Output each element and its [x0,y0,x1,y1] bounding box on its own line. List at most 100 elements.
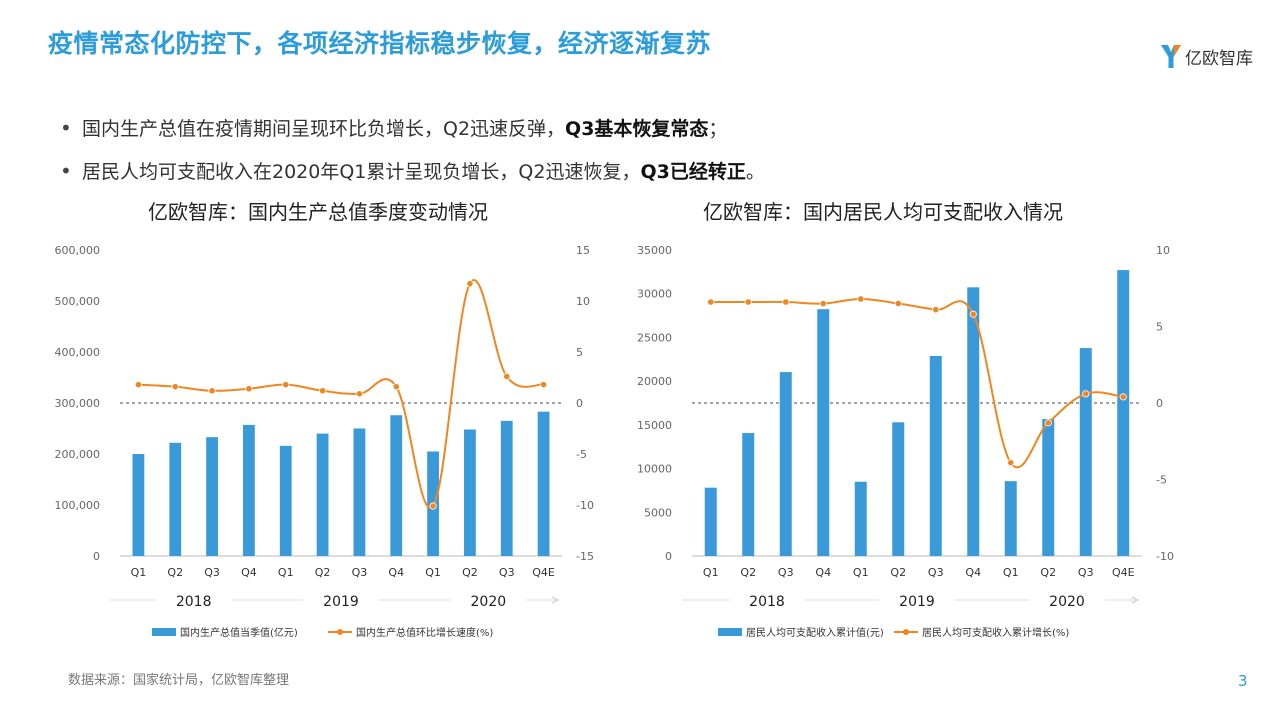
year-label: 2018 [749,594,785,610]
bar [132,454,145,556]
line-point [969,310,977,318]
x-tick-label: Q1 [1003,566,1019,579]
y-left-tick-label: 30000 [637,288,672,301]
line-point [282,381,290,389]
x-tick-label: Q3 [778,566,794,579]
y-right-tick-label: -15 [576,550,594,563]
line-point [707,298,715,306]
line-point [782,298,790,306]
y-right-tick-label: 0 [1156,397,1163,410]
bar [390,415,403,556]
year-label-box [303,586,379,614]
x-tick-label: Q2 [740,566,756,579]
bar [464,429,476,556]
line-point [392,383,400,391]
x-tick-label: Q2 [167,566,183,579]
series-line [710,297,1124,469]
line-point [171,383,179,391]
bar [704,487,717,556]
y-left-tick-label: 5000 [644,506,672,519]
y-left-tick-label: 300,000 [55,397,101,410]
line-point [539,381,548,389]
line-point [503,372,511,381]
bullet-list: • 国内生产总值在疫情期间呈现环比负增长，Q2迅速反弹， Q3基本恢复常态； • … [60,106,765,192]
bar [854,481,867,556]
year-label: 2020 [1049,594,1085,610]
bar [779,372,792,556]
x-tick-label: Q4 [965,566,981,579]
x-tick-label: Q3 [499,566,515,579]
page-number: 3 [1238,672,1248,690]
line-point [894,299,902,308]
bar [1079,348,1092,556]
data-source-note: 数据来源：国家统计局，亿欧智库整理 [68,673,290,688]
x-tick-label: Q3 [1078,566,1094,579]
line-point [857,295,865,303]
line-point [1119,393,1127,401]
bar [169,442,182,556]
brand-logo: 亿欧智库 [1160,40,1253,72]
x-tick-label: Q1 [703,566,719,579]
bar [316,433,329,556]
bar [206,437,218,556]
x-tick-label: Q1 [425,566,441,579]
y-right-tick-label: -10 [1156,550,1174,563]
year-label: 2018 [176,594,212,610]
y-left-tick-label: 400,000 [55,346,101,359]
y-left-tick-label: 0 [665,550,672,563]
x-tick-label: Q2 [315,566,331,579]
y-right-tick-label: 0 [576,397,583,410]
gdp-chart-title: 亿欧智库：国内生产总值季度变动情况 [148,200,488,224]
yiou-logo-icon [1161,45,1181,68]
bullet-text: 居民人均可支配收入在2020年Q1累计呈现负增长，Q2迅速恢复， [82,161,641,183]
year-axis-arrow [1131,596,1140,604]
y-left-tick-label: 0 [93,550,100,563]
y-left-tick-label: 100,000 [55,499,101,512]
line-point [1082,390,1090,398]
bar [1004,481,1017,556]
bar [892,422,905,556]
x-tick-label: Q3 [352,566,368,579]
year-label-box [450,586,527,614]
line-point [245,385,253,393]
line-point [208,387,216,395]
year-label-box [879,586,955,614]
line-point [355,390,364,398]
bullet-tail: ； [708,118,728,140]
y-left-tick-label: 500,000 [55,295,101,308]
bar [353,428,366,556]
year-label: 2020 [471,594,507,610]
bar [243,424,255,556]
bullet-tail: 。 [745,161,765,183]
line-point [1044,419,1052,427]
year-label-box [155,586,232,614]
bullet-bold-text: Q3已经转正 [640,161,746,183]
legend-line-label: 居民人均可支配收入累计增长(%) [922,626,1069,639]
bullet-dot: • [60,115,72,140]
x-tick-label: Q1 [853,566,869,579]
legend-bar-label: 国内生产总值当季值(亿元) [180,626,298,639]
line-point [1007,459,1015,467]
y-right-tick-label: 10 [1156,244,1170,257]
bar [967,287,980,556]
y-right-tick-label: 15 [576,244,590,257]
y-right-tick-label: 5 [576,346,583,359]
bullet-text: 国内生产总值在疫情期间呈现环比负增长，Q2迅速反弹， [82,118,566,140]
income-chart-title: 亿欧智库：国内居民人均可支配收入情况 [703,200,1063,224]
x-tick-label: Q3 [928,566,944,579]
x-tick-label: Q4E [1112,566,1135,579]
bullet-item: • 居民人均可支配收入在2020年Q1累计呈现负增长，Q2迅速恢复， Q3已经转正… [60,149,765,192]
y-right-tick-label: 10 [576,295,590,308]
y-right-tick-label: -5 [576,448,587,461]
bullet-item: • 国内生产总值在疫情期间呈现环比负增长，Q2迅速反弹， Q3基本恢复常态； [60,106,765,149]
line-point [932,306,940,314]
y-right-tick-label: -5 [1156,474,1167,487]
page-title: 疫情常态化防控下，各项经济指标稳步恢复，经济逐渐复苏 [48,29,712,58]
y-right-tick-label: -10 [576,499,594,512]
legend-line-marker [903,629,909,635]
legend-bar-swatch [718,628,742,636]
x-tick-label: Q4 [388,566,404,579]
line-point [744,298,752,306]
